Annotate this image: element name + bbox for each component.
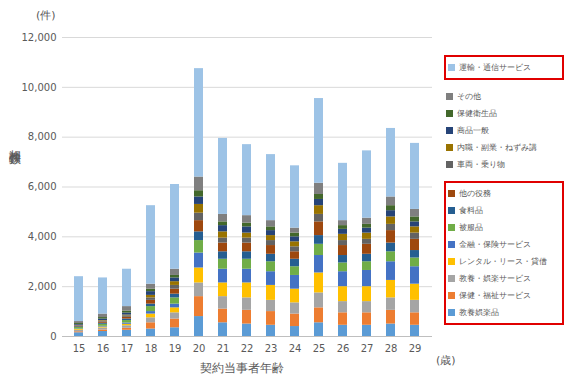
html-text:内職・副業・ねずみ講: 内職・副業・ねずみ講: [457, 143, 537, 152]
html-text:保健衛生品: 保健衛生品: [457, 109, 497, 118]
svg-text:25: 25: [313, 343, 326, 354]
html-text:被服品: 被服品: [459, 223, 483, 232]
html-text:契約当事者年齢: 契約当事者年齢: [200, 361, 284, 375]
svg-text:24: 24: [289, 343, 302, 354]
svg-text:18: 18: [145, 343, 158, 354]
svg-text:20: 20: [193, 343, 206, 354]
svg-text:2,000: 2,000: [28, 281, 57, 292]
svg-text:23: 23: [265, 343, 278, 354]
html-text:商品一般: 商品一般: [457, 126, 489, 135]
html-text:レンタル・リース・貸借: レンタル・リース・貸借: [459, 257, 547, 266]
svg-text:19: 19: [169, 343, 182, 354]
html-text:車両・乗り物: 車両・乗り物: [457, 160, 505, 169]
svg-text:0: 0: [50, 331, 56, 342]
svg-text:22: 22: [241, 343, 254, 354]
svg-text:12,000: 12,000: [22, 32, 57, 43]
html-text:相談件数: 相談件数: [8, 140, 22, 144]
html-text:教養娯楽品: 教養娯楽品: [459, 308, 499, 317]
svg-text:28: 28: [385, 343, 398, 354]
html-text:教養・娯楽サービス: 教養・娯楽サービス: [459, 274, 531, 283]
svg-text:27: 27: [361, 343, 374, 354]
svg-text:17: 17: [121, 343, 134, 354]
svg-text:8,000: 8,000: [28, 131, 57, 142]
html-text:保健・福祉サービス: 保健・福祉サービス: [459, 291, 531, 300]
svg-text:6,000: 6,000: [28, 181, 57, 192]
html-text:(件): (件): [36, 9, 56, 22]
svg-text:10,000: 10,000: [22, 82, 57, 93]
html-text:運輸・通信サービス: 運輸・通信サービス: [459, 63, 531, 72]
html-text:(歳): (歳): [436, 354, 456, 367]
svg-text:29: 29: [409, 343, 422, 354]
html-text:食料品: 食料品: [459, 206, 483, 215]
svg-text:4,000: 4,000: [28, 231, 57, 242]
html-text:金融・保険サービス: 金融・保険サービス: [459, 240, 531, 249]
svg-text:21: 21: [217, 343, 230, 354]
html-text:その他: その他: [457, 92, 481, 101]
svg-text:16: 16: [97, 343, 110, 354]
svg-text:15: 15: [73, 343, 86, 354]
html-text:他の役務: 他の役務: [459, 189, 491, 198]
svg-text:26: 26: [337, 343, 350, 354]
